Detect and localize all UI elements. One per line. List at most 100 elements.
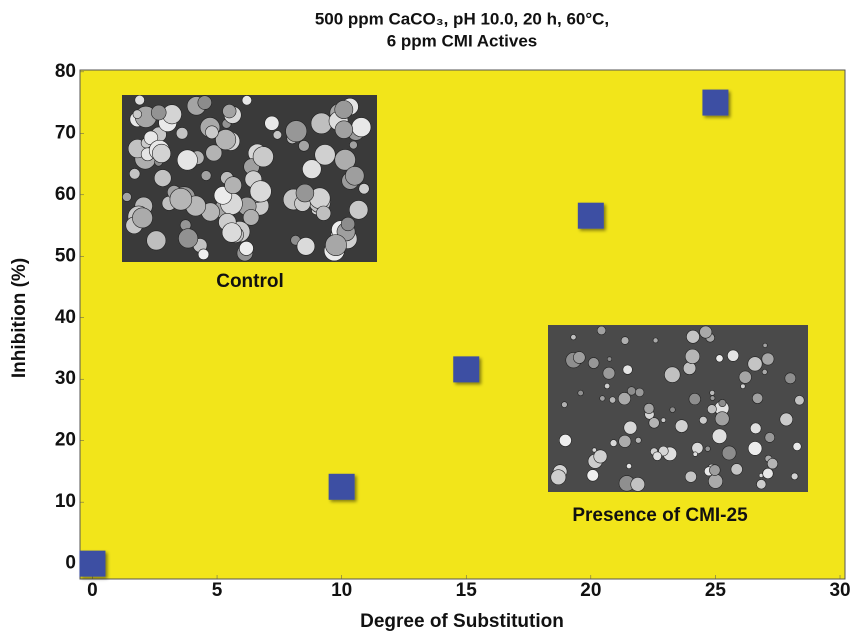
inset-particle [311, 113, 332, 134]
inset-particle [205, 126, 218, 139]
inset-particle [793, 442, 801, 450]
inset-particle [653, 338, 658, 343]
inset-particle [741, 384, 746, 389]
inset-particle [250, 181, 271, 202]
inset-particle [335, 121, 353, 139]
inset-particle [619, 435, 631, 447]
inset-particle [561, 402, 567, 408]
x-tick-label: 5 [212, 580, 223, 601]
inset-particle [700, 326, 712, 338]
x-tick-label: 30 [829, 580, 850, 601]
data-point [453, 356, 479, 382]
data-point [329, 474, 355, 500]
inset-particle [239, 241, 253, 255]
y-tick-label: 50 [55, 245, 76, 266]
inset-particle [296, 184, 314, 202]
inset-particle [316, 206, 331, 221]
inset-particle [610, 440, 617, 447]
inset-particle [349, 141, 357, 149]
inset-particle [727, 350, 738, 361]
inset-particle [748, 442, 762, 456]
inset-particle [763, 468, 774, 479]
inset-particle [692, 442, 703, 453]
inset-particle [685, 349, 700, 364]
inset-particle [756, 479, 766, 489]
inset-particle [178, 229, 197, 248]
inset-particle [571, 334, 576, 339]
inset-particle [716, 355, 723, 362]
y-tick-label: 0 [65, 553, 76, 574]
x-axis-label: Degree of Substitution [360, 611, 564, 632]
y-axis-label: Inhibition (%) [9, 258, 30, 378]
data-point [702, 90, 728, 116]
inset-particle [578, 390, 584, 396]
inset-particle [649, 418, 660, 429]
inset-particle [603, 367, 615, 379]
inset-particle [573, 352, 585, 364]
x-tick-label: 20 [580, 580, 601, 601]
inset-particle [748, 357, 762, 371]
inset-particle [767, 458, 778, 469]
inset-particle [635, 437, 641, 443]
inset-particle [739, 371, 751, 383]
inset-particle [587, 470, 599, 482]
inset-particle [147, 231, 166, 250]
inset-particle [604, 383, 609, 388]
y-tick-label: 20 [55, 430, 76, 451]
inset-particle [177, 150, 197, 170]
inset-particle [135, 95, 145, 105]
inset-particle [621, 337, 629, 345]
inset-particle [712, 429, 727, 444]
inset-particle [132, 208, 152, 228]
inset-particle [762, 369, 767, 374]
inset-particle [709, 465, 720, 476]
chart: 500 ppm CaCO₃, pH 10.0, 20 h, 60°C, 6 pp… [0, 0, 854, 635]
inset-particle [345, 166, 364, 185]
inset-particle [707, 405, 716, 414]
data-point [578, 203, 604, 229]
inset-particle [710, 390, 715, 395]
inset-particle [242, 95, 252, 105]
inset-particle [670, 407, 676, 413]
inset-particle [597, 326, 606, 335]
inset-particle [588, 358, 599, 369]
inset-particle [635, 388, 644, 397]
inset-particle [325, 234, 346, 255]
chart-title: 500 ppm CaCO₃, pH 10.0, 20 h, 60°C, [315, 9, 609, 28]
inset-particle [129, 168, 140, 179]
inset-particle [626, 463, 631, 468]
x-tick-label: 0 [87, 580, 98, 601]
annotation: Presence of CMI-25 [572, 505, 748, 526]
inset-particle [699, 416, 707, 424]
inset-particle [715, 412, 729, 426]
inset-particle [624, 421, 637, 434]
y-tick-label: 70 [55, 122, 76, 143]
inset-particle [631, 477, 645, 491]
inset-particle [551, 470, 566, 485]
y-tick-label: 30 [55, 368, 76, 389]
inset-particle [644, 403, 654, 413]
inset-particle [223, 104, 237, 118]
inset-particle [198, 249, 209, 260]
inset-particle [154, 170, 171, 187]
inset-particle [299, 140, 310, 151]
inset-particle [297, 237, 315, 255]
inset-particle [750, 423, 761, 434]
inset-particle [170, 188, 192, 210]
inset-particle [685, 471, 696, 482]
inset-particle [618, 392, 630, 404]
inset-particle [719, 399, 726, 406]
inset-particle [731, 464, 742, 475]
inset-particle [689, 393, 701, 405]
inset-particle [600, 396, 605, 401]
inset-particle [594, 450, 607, 463]
inset-particle [559, 434, 571, 446]
inset-particle [243, 209, 259, 225]
inset-particle [791, 473, 798, 480]
inset-particle [708, 474, 722, 488]
inset-particle [765, 433, 775, 443]
inset-particle [286, 121, 307, 142]
data-point [79, 551, 105, 577]
inset-particle [122, 192, 131, 201]
inset-particle [780, 413, 793, 426]
